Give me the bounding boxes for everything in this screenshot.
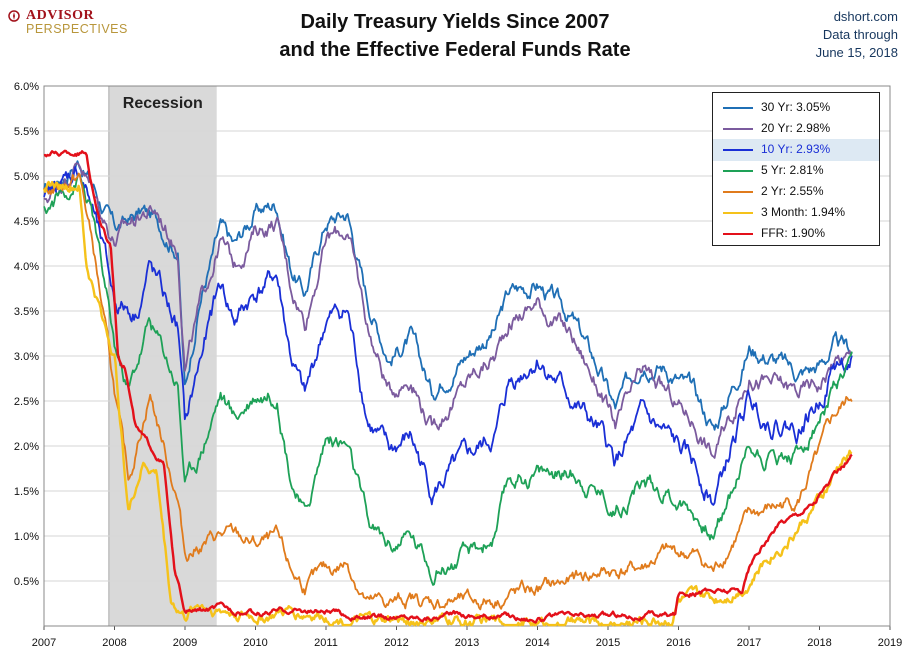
x-tick-label: 2009 [173,637,197,649]
x-tick-label: 2015 [596,637,620,649]
legend-swatch [723,233,753,235]
series-line [43,162,853,459]
source-date: June 15, 2018 [815,45,898,60]
legend-swatch [723,170,753,172]
y-tick-label: 2.5% [14,396,39,408]
y-tick-label: 3.5% [14,306,39,318]
x-tick-label: 2014 [525,637,549,649]
source-note: dshort.com Data through June 15, 2018 [816,8,898,62]
plot-frame [43,85,891,627]
y-tick-label: 4.5% [14,216,39,228]
series-line [43,172,853,611]
logo-bottom-text: PERSPECTIVES [26,22,128,36]
y-tick-label: 5.5% [14,126,39,138]
legend-label: 5 Yr: 2.81% [761,163,824,177]
y-tick-label: 4.0% [14,261,39,273]
legend-item: FFR: 1.90% [713,223,879,245]
x-tick-label: 2007 [32,637,56,649]
x-tick-label: 2017 [737,637,761,649]
legend-swatch [723,149,753,151]
logo: ADVISOR PERSPECTIVES [8,8,128,36]
x-tick-label: 2018 [807,637,831,649]
legend-swatch [723,212,753,214]
series-line [43,149,853,624]
series-line [42,180,853,627]
legend-label: 2 Yr: 2.55% [761,184,824,198]
y-tick-label: 5.0% [14,171,39,183]
y-tick-label: 3.0% [14,351,39,363]
legend-item: 2 Yr: 2.55% [713,181,879,203]
logo-top-text: ADVISOR [26,8,95,23]
y-tick-label: 2.0% [14,441,39,453]
x-tick-label: 2013 [455,637,479,649]
y-tick-label: 1.0% [14,531,39,543]
chart-title: Daily Treasury Yields Since 2007 and the… [0,8,910,64]
legend-swatch [723,191,753,193]
series-line [43,173,853,586]
legend-item: 30 Yr: 3.05% [713,97,879,119]
source-data-through: Data through [822,27,898,42]
y-tick-label: 6.0% [14,81,39,93]
legend-label: 20 Yr: 2.98% [761,121,831,135]
chart-legend: 30 Yr: 3.05% 20 Yr: 2.98% 10 Yr: 2.93% 5 Yr… [712,92,880,246]
legend-label: 3 Month: 1.94% [761,205,846,219]
legend-label: FFR: 1.90% [761,226,826,240]
logo-emblem-icon [8,10,20,22]
x-tick-label: 2008 [102,637,126,649]
chart-title-line2: and the Effective Federal Funds Rate [279,39,631,61]
y-tick-label: 0.5% [14,576,39,588]
legend-label: 30 Yr: 3.05% [761,100,831,114]
legend-label: 10 Yr: 2.93% [761,142,831,156]
legend-swatch [723,107,753,109]
legend-swatch [723,128,753,130]
recession-label: Recession [123,95,203,112]
legend-item: 10 Yr: 2.93% [713,139,879,161]
chart-title-line1: Daily Treasury Yields Since 2007 [300,11,610,33]
source-site: dshort.com [833,9,898,24]
x-tick-label: 2011 [314,637,338,649]
legend-item: 20 Yr: 2.98% [713,118,879,140]
x-tick-label: 2019 [878,637,902,649]
series-line [43,166,853,506]
y-tick-label: 1.5% [14,486,39,498]
x-tick-label: 2016 [666,637,690,649]
legend-item: 5 Yr: 2.81% [713,160,879,182]
x-tick-label: 2012 [384,637,408,649]
legend-item: 3 Month: 1.94% [713,202,879,224]
x-tick-label: 2010 [243,637,267,649]
